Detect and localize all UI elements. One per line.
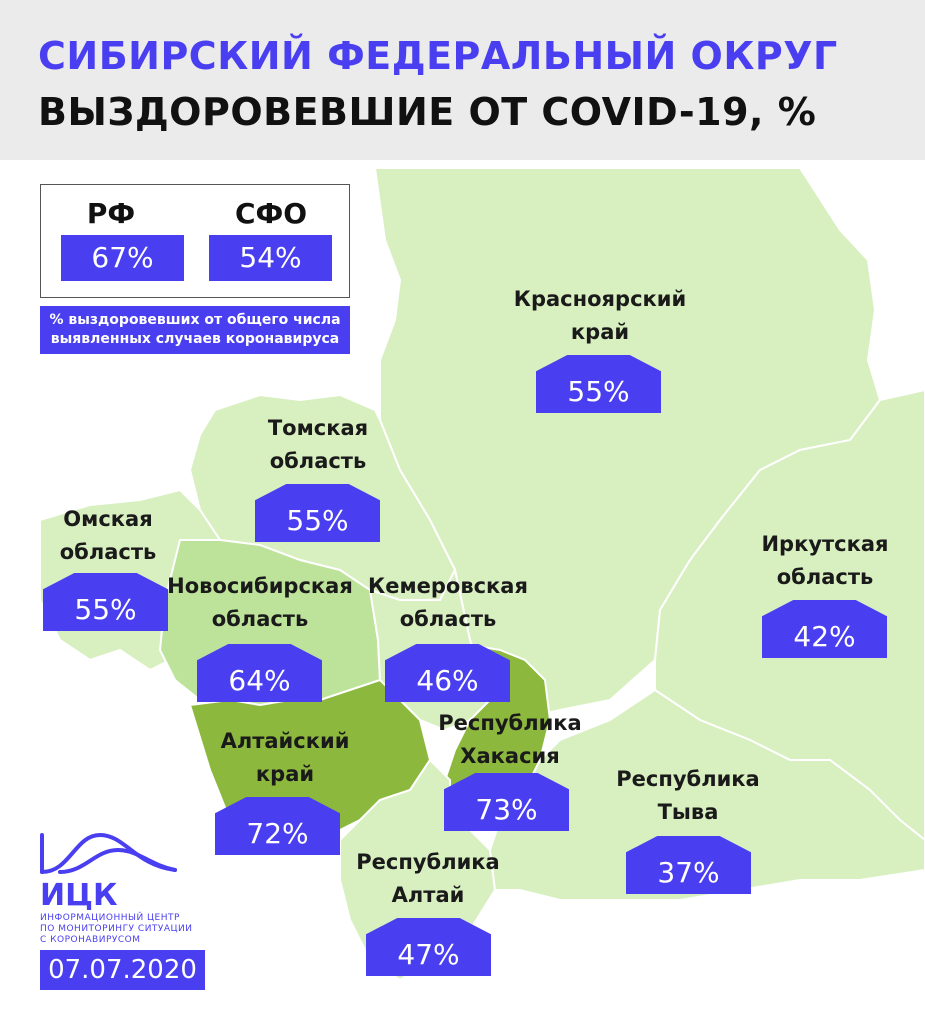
sfo-label: СФО [234,197,308,230]
region-name-line2: Тыва [657,800,719,824]
region-shape-krasnoyarsk [373,167,882,722]
region-name-line2: область [211,607,309,631]
region-label-irkutsk: Иркутская область [761,528,888,594]
region-label-novosibirsk: Новосибирская область [167,570,353,636]
region-name-line1: Республика [438,711,582,735]
region-name-line1: Новосибирская [167,574,353,598]
logo-subtitle: ИНФОРМАЦИОННЫЙ ЦЕНТР ПО МОНИТОРИНГУ СИТУ… [40,913,193,946]
region-label-khakassia: Республика Хакасия [438,707,581,773]
rf-value: 67% [61,235,184,281]
region-label-tomsk: Томская область [268,412,368,478]
value-badge-irkutsk: 42% [762,600,887,658]
region-label-tyva: Республика Тыва [616,763,759,829]
logo-subtitle-line3: С КОРОНАВИРУСОМ [40,935,141,945]
region-name-line2: область [269,449,367,473]
region-name-line2: область [399,607,497,631]
value-badge-tomsk: 55% [255,484,380,542]
logo-subtitle-line2: ПО МОНИТОРИНГУ СИТУАЦИИ [40,924,193,934]
region-name-line2: Хакасия [460,744,560,768]
value-badge-kemerovo: 46% [385,644,510,702]
legend-note-line1: % выздоровевших от общего числа [49,312,341,328]
legend-note: % выздоровевших от общего числа выявленн… [40,306,350,354]
region-name-line2: край [255,762,315,786]
value-badge-khakassia: 73% [444,773,569,831]
header-banner: СИБИРСКИЙ ФЕДЕРАЛЬНЫЙ ОКРУГ ВЫЗДОРОВЕВШИ… [0,0,925,160]
region-shape-tyva [488,688,925,901]
region-label-kemerovo: Кемеровская область [368,570,528,636]
region-name-line1: Республика [616,767,760,791]
region-name-line2: Алтай [391,883,465,907]
value-badge-altai-krai: 72% [215,797,340,855]
region-name-line1: Омская [63,507,153,531]
logo-subtitle-line1: ИНФОРМАЦИОННЫЙ ЦЕНТР [40,913,180,923]
title-metric: ВЫЗДОРОВЕВШИЕ ОТ COVID-19, % [38,90,817,134]
value-badge-krasnoyarsk: 55% [536,355,661,413]
rf-label: РФ [86,197,136,230]
region-label-omsk: Омская область [60,503,157,569]
logo-name: ИЦК [40,878,118,913]
region-name-line2: область [59,540,157,564]
region-name-line1: Республика [356,850,500,874]
report-date: 07.07.2020 [40,950,205,990]
title-region: СИБИРСКИЙ ФЕДЕРАЛЬНЫЙ ОКРУГ [38,34,838,78]
legend-note-line2: выявленных случаев коронавируса [50,331,340,347]
summary-panel: РФ СФО 67% 54% [40,184,350,298]
region-label-altai-krai: Алтайский край [221,725,350,791]
region-name-line1: Томская [267,416,369,440]
region-name-line1: Алтайский [220,729,350,753]
value-badge-novosibirsk: 64% [197,644,322,702]
wave-arc-logo-icon [40,832,177,874]
sfo-value: 54% [209,235,332,281]
region-name-line2: край [570,320,630,344]
region-name-line1: Красноярский [513,287,687,311]
region-name-line2: область [776,565,874,589]
region-name-line1: Кемеровская [368,574,528,598]
value-badge-tyva: 37% [626,836,751,894]
value-badge-omsk: 55% [43,573,168,631]
region-label-altai-rep: Республика Алтай [356,846,499,912]
region-label-krasnoyarsk: Красноярский край [514,283,686,349]
region-name-line1: Иркутская [761,532,889,556]
value-badge-altai-rep: 47% [366,918,491,976]
